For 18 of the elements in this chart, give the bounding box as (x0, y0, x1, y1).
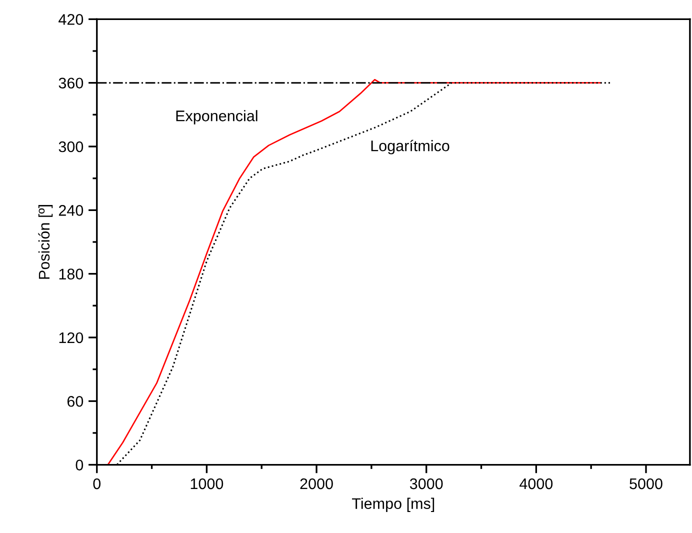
series-label: Logarítmico (371, 140, 450, 154)
y-tick-label: 360 (58, 78, 84, 89)
y-tick-label: 180 (59, 268, 84, 280)
y-tick-label: 420 (58, 14, 84, 25)
x-tick-label: 2000 (300, 478, 333, 490)
y-axis-title: Posición [º] (38, 205, 53, 279)
x-tick-label: 4000 (520, 478, 553, 490)
y-tick-label: 300 (58, 141, 84, 152)
y-tick-label: 60 (67, 396, 84, 407)
x-axis-title: Tiempo [ms] (352, 498, 434, 512)
x-tick-label: 3000 (410, 478, 443, 490)
y-tick-label: 0 (76, 460, 84, 470)
x-tick-label: 0 (93, 478, 101, 490)
y-tick-label: 240 (58, 205, 84, 216)
series-label: Exponencial (176, 110, 258, 124)
x-tick-label: 5000 (630, 478, 662, 490)
y-tick-label: 120 (59, 332, 84, 344)
x-tick-label: 1000 (190, 478, 224, 490)
